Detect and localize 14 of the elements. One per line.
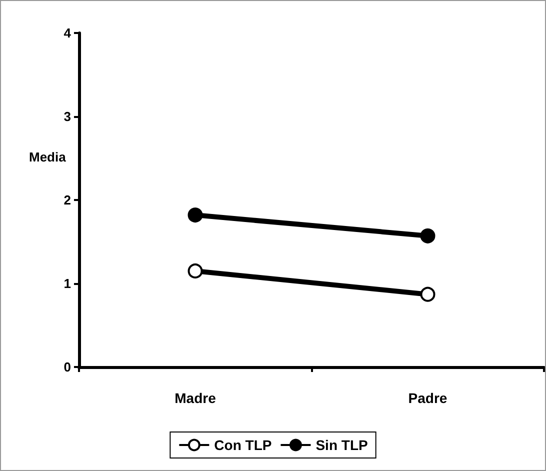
legend-label: Sin TLP [316,437,368,453]
point [188,208,203,223]
x-tick-label: Padre [408,390,448,406]
y-tick-label: 0 [64,360,71,374]
y-tick-label: 4 [64,26,72,40]
y-tick-label: 1 [64,276,71,291]
point [420,286,436,302]
x-tick-label: Madre [174,390,216,406]
y-tick-label: 3 [64,109,71,124]
y-axis-title: Media [29,149,67,164]
point [188,263,203,278]
y-tick-label: 2 [64,192,71,208]
point [420,228,436,244]
legend-label: Con TLP [214,437,272,453]
